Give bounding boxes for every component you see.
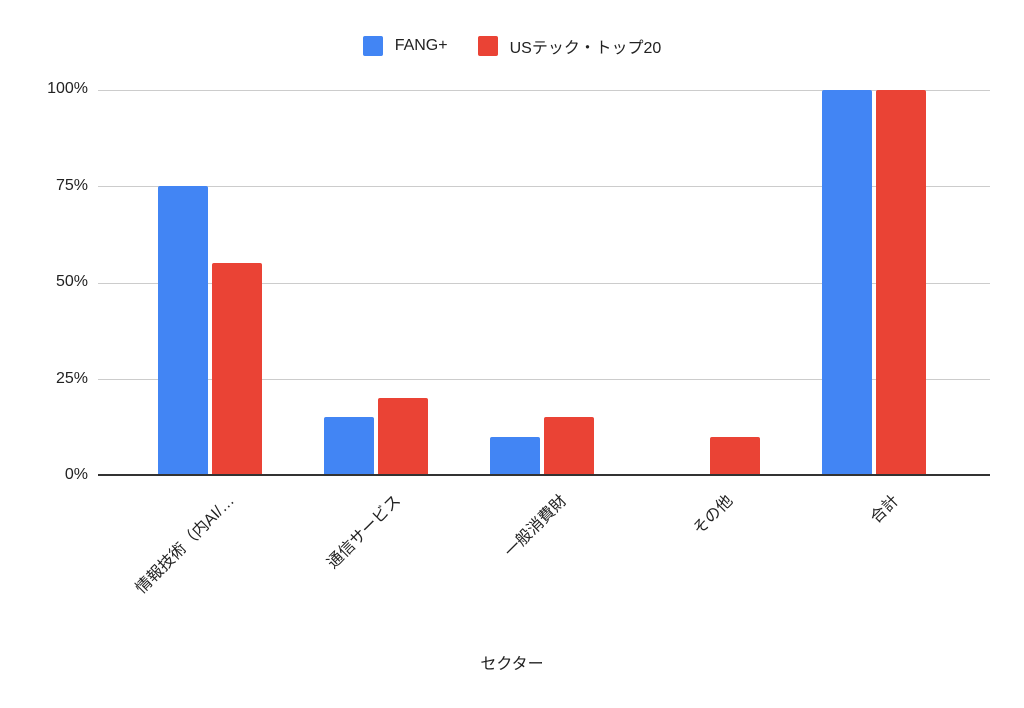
legend: FANG+ USテック・トップ20: [0, 34, 1024, 58]
bar[interactable]: [212, 263, 262, 475]
x-axis-line: [98, 474, 990, 476]
legend-label: USテック・トップ20: [509, 40, 662, 57]
legend-swatch-blue: [362, 36, 383, 56]
x-tick-label: 通信サービス: [324, 492, 405, 573]
bar[interactable]: [158, 186, 208, 475]
x-axis-title: セクター: [480, 656, 544, 673]
y-tick: 75%: [55, 177, 88, 194]
bar[interactable]: [822, 90, 872, 475]
bar[interactable]: [324, 417, 374, 475]
x-tick-label: 情報技術（内AI/…: [133, 492, 239, 598]
legend-item-fang[interactable]: FANG+: [362, 34, 448, 58]
y-tick: 50%: [55, 273, 88, 290]
bar[interactable]: [378, 398, 428, 475]
legend-item-ustech[interactable]: USテック・トップ20: [477, 34, 662, 58]
x-tick-label: 合計: [867, 492, 903, 527]
gridline: [98, 186, 990, 187]
y-tick: 100%: [47, 80, 88, 97]
bar[interactable]: [544, 417, 594, 475]
x-tick-label: その他: [690, 492, 737, 539]
bar[interactable]: [490, 436, 540, 475]
gridline: [98, 283, 990, 284]
y-tick: 25%: [55, 370, 88, 387]
x-tick-label: 一般消費財: [501, 492, 571, 561]
gridline: [98, 90, 990, 91]
legend-swatch-red: [477, 36, 498, 56]
legend-label: FANG+: [394, 37, 448, 54]
bar[interactable]: [876, 90, 926, 475]
y-tick: 0%: [64, 466, 88, 483]
gridline: [98, 379, 990, 380]
bar[interactable]: [710, 436, 760, 475]
